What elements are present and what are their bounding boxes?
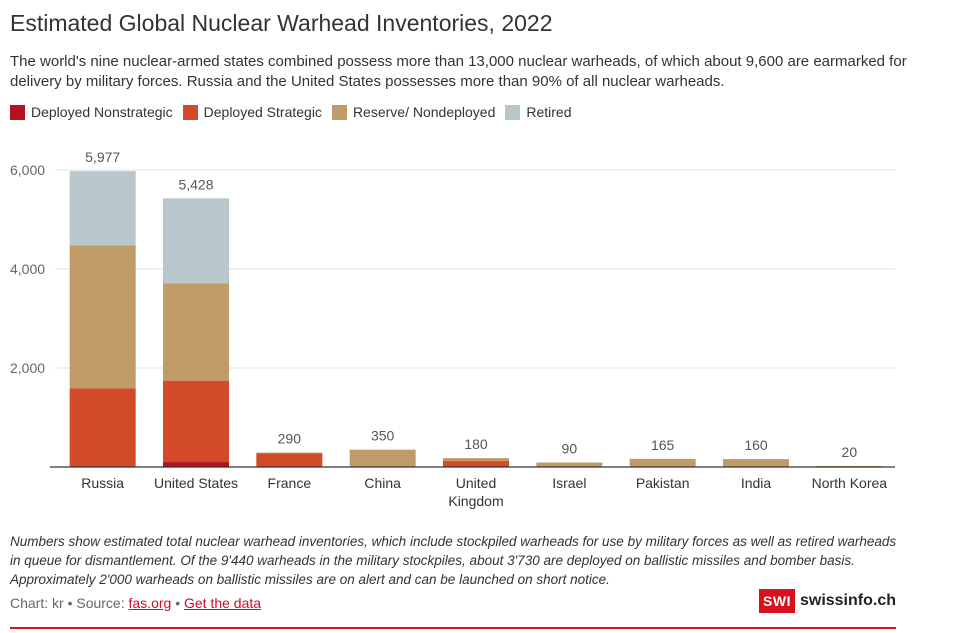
brand-logo[interactable]: SWI swissinfo.ch	[759, 589, 896, 613]
brand-logo-box: SWI	[759, 589, 795, 613]
bar-segment	[256, 453, 323, 467]
data-label: 160	[744, 437, 768, 453]
legend-swatch	[331, 104, 347, 120]
legend: Deployed Nonstrategic Deployed Strategic…	[10, 102, 582, 122]
data-label: 180	[464, 436, 488, 452]
x-tick-label: United	[456, 475, 496, 491]
get-data-link[interactable]: Get the data	[184, 595, 262, 611]
chart-credits: Chart: kr • Source: fas.org • Get the da…	[10, 595, 261, 611]
footer-rule	[10, 627, 896, 629]
bar-segment	[163, 462, 229, 467]
x-tick-label: Pakistan	[636, 475, 690, 491]
bar-segment	[69, 245, 136, 389]
credit-separator: •	[171, 595, 184, 611]
data-label: 20	[842, 444, 858, 460]
bar-segment	[349, 449, 416, 467]
data-label: 90	[562, 441, 578, 457]
x-tick-label: Russia	[81, 475, 124, 491]
legend-item-deployed-strategic: Deployed Strategic	[182, 104, 322, 120]
legend-swatch	[10, 104, 25, 120]
source-link[interactable]: fas.org	[128, 595, 172, 611]
x-tick-label: France	[268, 475, 312, 491]
bar-segment	[69, 171, 136, 246]
data-label: 290	[278, 431, 302, 447]
bar-segment	[536, 462, 603, 467]
bar-segment	[163, 198, 229, 284]
legend-item-deployed-nonstrategic: Deployed Nonstrategic	[10, 104, 173, 120]
legend-label: Deployed Nonstrategic	[31, 104, 173, 120]
y-tick-label: 6,000	[10, 162, 45, 178]
data-label: 5,428	[178, 176, 213, 192]
legend-label: Deployed Strategic	[203, 104, 322, 120]
data-label: 350	[371, 428, 395, 444]
legend-label: Retired	[526, 104, 572, 120]
legend-item-retired: Retired	[505, 104, 572, 120]
data-label: 165	[651, 437, 675, 453]
data-label: 5,977	[85, 149, 120, 165]
bar-segment	[723, 459, 789, 467]
x-tick-label: China	[364, 475, 401, 491]
y-tick-label: 4,000	[10, 261, 45, 277]
bar-segment	[69, 388, 136, 467]
legend-swatch	[182, 104, 198, 120]
legend-label: Reserve/ Nondeployed	[352, 104, 496, 120]
y-tick-label: 2,000	[10, 360, 45, 376]
bar-segment	[163, 380, 229, 463]
bar-segment	[443, 458, 509, 462]
x-tick-label: India	[741, 475, 772, 491]
legend-item-reserve-nondeployed: Reserve/ Nondeployed	[331, 104, 496, 120]
bar-segment	[163, 283, 229, 381]
x-tick-label: Israel	[552, 475, 586, 491]
bar-segment	[443, 461, 509, 467]
legend-swatch	[505, 104, 521, 120]
x-tick-label: North Korea	[812, 475, 888, 491]
chart-notes: Numbers show estimated total nuclear war…	[10, 534, 897, 587]
chart-subtitle: The world's nine nuclear-armed states co…	[10, 53, 907, 90]
bar-segment	[629, 458, 696, 467]
x-tick-label: United States	[154, 475, 238, 491]
x-tick-label: Kingdom	[448, 493, 503, 509]
chart-title: Estimated Global Nuclear Warhead Invento…	[10, 10, 553, 36]
credit-prefix: Chart: kr • Source:	[10, 595, 129, 611]
bar-chart: 2,000 4,000 6,000 5,977 Russia 5,428 United St…	[10, 149, 895, 509]
brand-name: swissinfo.ch	[799, 592, 896, 609]
